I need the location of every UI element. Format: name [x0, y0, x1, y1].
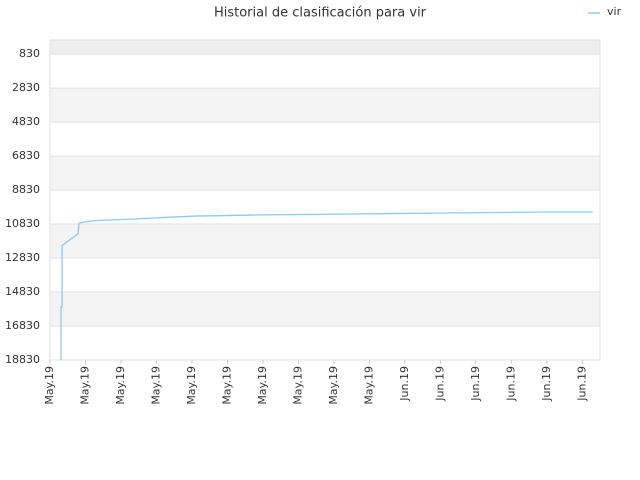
x-tick-label: May.19 [149, 366, 162, 405]
band [50, 292, 600, 327]
x-tick-label: May.19 [43, 366, 56, 405]
chart-title: Historial de clasificación para vir [214, 6, 427, 21]
band [50, 326, 600, 360]
band [50, 88, 600, 123]
band [50, 224, 600, 259]
band [50, 54, 600, 89]
band [50, 258, 600, 293]
x-tick-label: May.19 [78, 366, 91, 405]
x-tick-label: Jun.19 [469, 366, 482, 402]
y-tick-label: 10830 [5, 217, 40, 230]
band [50, 122, 600, 157]
y-tick-label: 8830 [12, 183, 40, 196]
x-tick-label: Jun.19 [575, 366, 588, 402]
y-tick-label: 12830 [5, 251, 40, 264]
y-tick-label: 18830 [5, 353, 40, 366]
y-tick-label: 830 [19, 47, 40, 60]
x-tick-label: May.19 [362, 366, 375, 405]
line [60, 211, 593, 360]
x-tick-label: Jun.19 [433, 366, 446, 402]
x-tick-label: May.19 [220, 366, 233, 405]
x-tick-label: Jun.19 [398, 366, 411, 402]
y-tick-label: 14830 [5, 285, 40, 298]
x-tick-label: Jun.19 [540, 366, 553, 402]
y-tick-label: 2830 [12, 81, 40, 94]
x-tick-label: May.19 [327, 366, 340, 405]
legend-label: vir [607, 5, 622, 18]
band [50, 40, 600, 55]
x-tick-label: Jun.19 [504, 366, 517, 402]
y-tick-label: 4830 [12, 115, 40, 128]
band [50, 156, 600, 191]
x-tick-label: May.19 [185, 366, 198, 405]
y-tick-label: 6830 [12, 149, 40, 162]
y-tick-label: 16830 [5, 319, 40, 332]
x-tick-label: May.19 [291, 366, 304, 405]
x-tick-label: May.19 [256, 366, 269, 405]
x-tick-label: May.19 [114, 366, 127, 405]
